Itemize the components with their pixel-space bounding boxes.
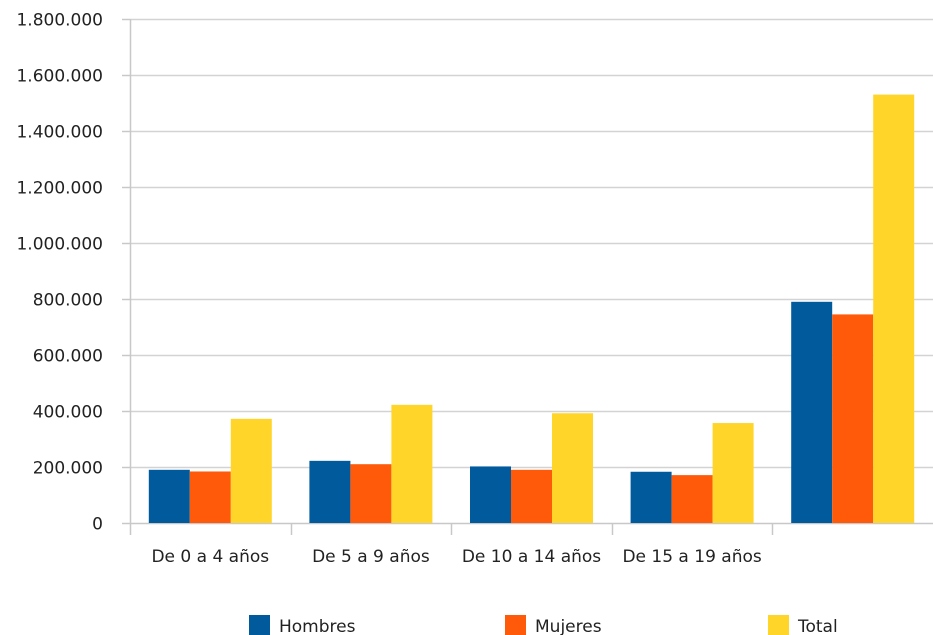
bar-mujeres [832, 314, 874, 523]
bar-hombres [309, 460, 351, 523]
y-tick-label: 1.600.000 [16, 67, 103, 87]
y-tick-label: 400.000 [33, 403, 103, 423]
bar-total [391, 404, 433, 523]
x-tick-label: De 10 a 14 años [462, 547, 601, 567]
bar-hombres [791, 301, 833, 523]
y-tick-label: 1.200.000 [16, 179, 103, 199]
legend-label-hombres: Hombres [279, 617, 356, 635]
bar-mujeres [671, 475, 713, 523]
legend-swatch-total [768, 615, 789, 635]
bar-hombres [630, 471, 672, 523]
x-tick-label: De 0 a 4 años [151, 547, 269, 567]
axes [122, 18, 933, 535]
legend-swatch-mujeres [505, 615, 526, 635]
x-tick-labels: De 0 a 4 años De 5 a 9 años De 10 a 14 año… [151, 547, 761, 567]
legend-swatch-hombres [249, 615, 270, 635]
x-tick-label: De 15 a 19 años [622, 547, 761, 567]
legend: Hombres Mujeres Total [249, 615, 838, 635]
y-tick-label: 200.000 [33, 459, 103, 479]
y-tick-label: 1.000.000 [16, 235, 103, 255]
bar-mujeres [189, 471, 231, 523]
bar-total [712, 423, 754, 523]
y-tick-label: 0 [92, 515, 103, 535]
bar-mujeres [350, 464, 392, 523]
bar-hombres [148, 469, 190, 523]
bar-total [873, 94, 915, 523]
y-tick-label: 600.000 [33, 347, 103, 367]
y-tick-label: 800.000 [33, 291, 103, 311]
bars [148, 94, 915, 523]
bar-total [230, 418, 272, 523]
bar-total [552, 413, 593, 523]
gridlines [130, 18, 933, 469]
y-tick-label: 1.800.000 [16, 11, 103, 31]
bar-hombres [470, 466, 511, 523]
x-tick-label: De 5 a 9 años [312, 547, 430, 567]
bar-mujeres [511, 469, 552, 523]
legend-label-mujeres: Mujeres [535, 617, 602, 635]
y-tick-label: 1.400.000 [16, 123, 103, 143]
legend-label-total: Total [797, 617, 838, 635]
y-tick-labels: 0 200.000 400.000 600.000 800.000 1.000.000 1.… [16, 11, 103, 535]
